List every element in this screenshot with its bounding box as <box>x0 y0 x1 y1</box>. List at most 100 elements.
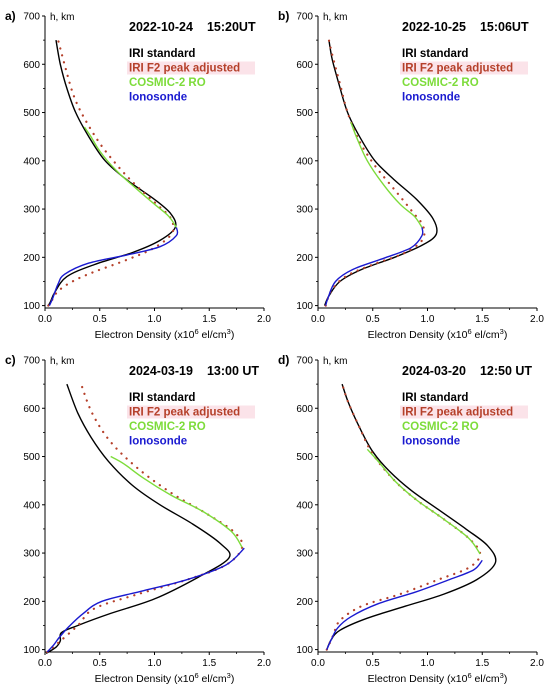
x-tick-label: 2.0 <box>530 658 544 669</box>
series-line-0 <box>45 383 231 654</box>
y-tick-label: 300 <box>23 549 40 560</box>
panel-d: 100 200 300 400 500 600 700 0.0 0.5 1.0 1.5 2.0 h, k… <box>278 353 544 685</box>
x-tick-label: 1.5 <box>475 314 489 325</box>
x-tick-label: 0.0 <box>38 314 52 325</box>
y-tick-label: 700 <box>23 12 40 23</box>
legend-entry: COSMIC-2 RO <box>402 421 479 433</box>
y-tick-label: 300 <box>296 205 313 216</box>
y-tick-label: 100 <box>296 301 313 312</box>
y-tick-label: 600 <box>23 404 40 415</box>
series-line-0 <box>323 39 438 306</box>
x-tick-label: 1.0 <box>148 658 162 669</box>
panel-label: b) <box>278 9 289 23</box>
legend-entry: Ionosonde <box>129 92 187 104</box>
y-axis-label: h, km <box>323 356 347 367</box>
y-axis-label: h, km <box>50 12 74 23</box>
legend-entry: COSMIC-2 RO <box>129 77 206 89</box>
y-tick-label: 600 <box>296 404 313 415</box>
y-tick-label: 400 <box>296 500 313 511</box>
panel-b: 100 200 300 400 500 600 700 0.0 0.5 1.0 1.5 2.0 h, k… <box>278 9 544 341</box>
panel-title: 2022-10-25 15:06UT <box>402 20 529 34</box>
legend-entry: IRI standard <box>402 48 468 60</box>
x-tick-label: 0.5 <box>93 658 107 669</box>
legend-entry: Ionosonde <box>402 92 460 104</box>
legend-entry: COSMIC-2 RO <box>402 77 479 89</box>
x-axis-label: Electron Density (x106 el/cm3) <box>368 327 508 341</box>
x-axis-label: Electron Density (x106 el/cm3) <box>95 671 235 685</box>
x-tick-label: 2.0 <box>257 658 271 669</box>
x-tick-label: 0.0 <box>38 658 52 669</box>
y-tick-label: 500 <box>296 452 313 463</box>
panel-label: d) <box>278 353 289 367</box>
legend-highlight <box>127 61 255 75</box>
y-tick-label: 500 <box>23 108 40 119</box>
series-line-3 <box>48 227 179 306</box>
x-tick-label: 0.5 <box>93 314 107 325</box>
y-axis-label: h, km <box>323 12 347 23</box>
x-tick-label: 1.0 <box>421 314 435 325</box>
legend-highlight <box>400 405 528 419</box>
x-tick-label: 2.0 <box>257 314 271 325</box>
series-line-1 <box>325 383 482 651</box>
y-tick-label: 600 <box>23 60 40 71</box>
series-line-0 <box>326 383 497 650</box>
x-tick-label: 1.5 <box>202 314 216 325</box>
series-line-2 <box>110 455 243 548</box>
legend-entry: IRI standard <box>129 392 195 404</box>
panel-c: 100 200 300 400 500 600 700 0.0 0.5 1.0 1.5 2.0 h, k… <box>5 353 271 685</box>
legend-entry: IRI standard <box>129 48 195 60</box>
legend-entry: IRI F2 peak adjusted <box>129 407 240 419</box>
y-tick-label: 200 <box>23 253 40 264</box>
y-tick-label: 100 <box>296 645 313 656</box>
panel-title: 2022-10-24 15:20UT <box>129 20 256 34</box>
y-tick-label: 700 <box>23 356 40 367</box>
x-tick-label: 1.0 <box>421 658 435 669</box>
y-tick-label: 700 <box>296 12 313 23</box>
legend-entry: IRI F2 peak adjusted <box>402 63 513 75</box>
panel-label: a) <box>5 9 16 23</box>
y-tick-label: 400 <box>23 156 40 167</box>
series-line-2 <box>366 448 481 555</box>
y-tick-label: 100 <box>23 645 40 656</box>
y-tick-label: 400 <box>23 500 40 511</box>
y-tick-label: 600 <box>296 60 313 71</box>
panel-a: 100 200 300 400 500 600 700 0.0 0.5 1.0 1.5 2.0 h, k… <box>5 9 271 341</box>
series-line-0 <box>47 39 177 306</box>
series-line-3 <box>325 227 424 306</box>
legend-entry: IRI F2 peak adjusted <box>402 407 513 419</box>
legend-entry: Ionosonde <box>129 436 187 448</box>
y-tick-label: 200 <box>296 253 313 264</box>
series-line-2 <box>83 126 177 228</box>
y-tick-label: 400 <box>296 156 313 167</box>
series-line-3 <box>326 559 483 650</box>
y-tick-label: 200 <box>296 597 313 608</box>
legend-entry: IRI standard <box>402 392 468 404</box>
x-tick-label: 1.0 <box>148 314 162 325</box>
y-tick-label: 300 <box>23 205 40 216</box>
y-tick-label: 200 <box>23 597 40 608</box>
legend-highlight <box>400 61 528 75</box>
x-axis-label: Electron Density (x106 el/cm3) <box>368 671 508 685</box>
series-line-3 <box>46 547 245 653</box>
series-line-2 <box>350 121 423 228</box>
y-tick-label: 700 <box>296 356 313 367</box>
x-tick-label: 0.0 <box>311 658 325 669</box>
x-tick-label: 2.0 <box>530 314 544 325</box>
x-tick-label: 0.5 <box>366 314 380 325</box>
panel-label: c) <box>5 353 16 367</box>
series-line-1 <box>47 39 175 307</box>
legend-entry: Ionosonde <box>402 436 460 448</box>
panel-title: 2024-03-19 13:00 UT <box>129 364 259 378</box>
y-tick-label: 100 <box>23 301 40 312</box>
x-tick-label: 1.5 <box>475 658 489 669</box>
y-tick-label: 500 <box>23 452 40 463</box>
y-tick-label: 500 <box>296 108 313 119</box>
legend-highlight <box>127 405 255 419</box>
x-axis-label: Electron Density (x106 el/cm3) <box>95 327 235 341</box>
panel-title: 2024-03-20 12:50 UT <box>402 364 532 378</box>
x-tick-label: 0.5 <box>366 658 380 669</box>
legend-entry: IRI F2 peak adjusted <box>129 63 240 75</box>
legend-entry: COSMIC-2 RO <box>129 421 206 433</box>
y-axis-label: h, km <box>50 356 74 367</box>
